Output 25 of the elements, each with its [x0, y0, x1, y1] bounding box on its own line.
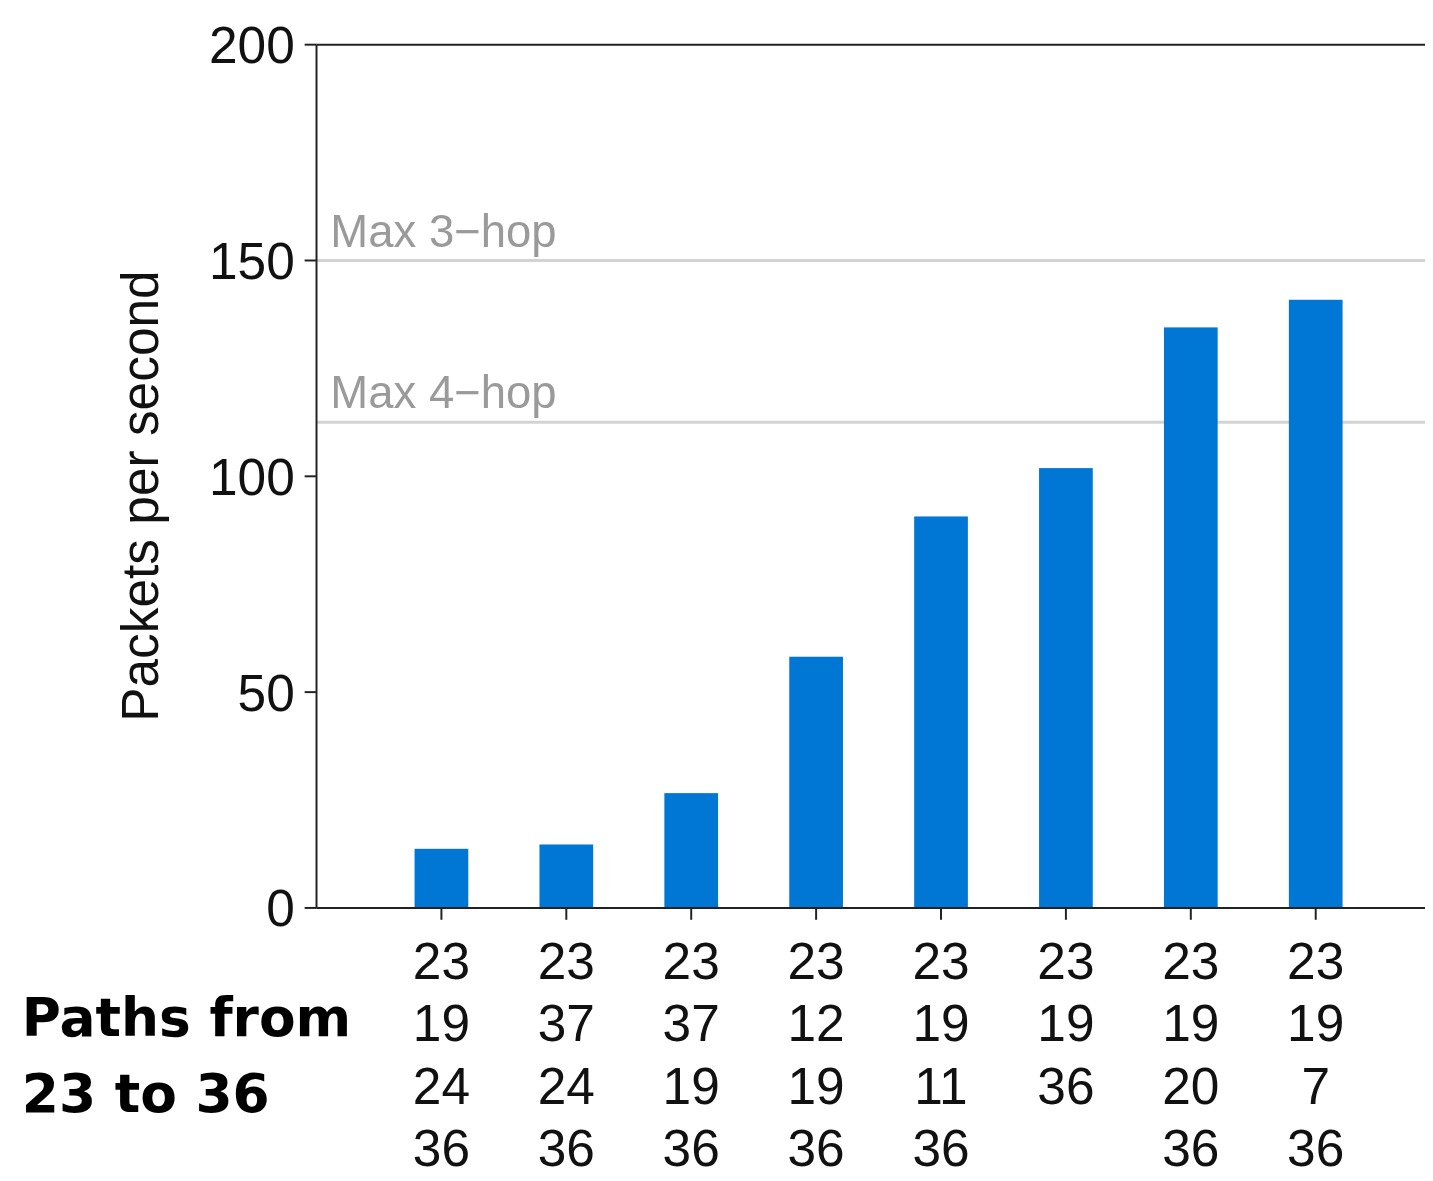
- x-axis-title: Paths from 23 to 36: [21, 986, 352, 1125]
- y-tick-label: 50: [237, 663, 295, 722]
- bar: [414, 848, 469, 908]
- x-tick-label: 23 37 24 36: [537, 932, 595, 1178]
- x-tick-label: 23 12 19 36: [787, 932, 845, 1178]
- ref-line-label: Max 4−hop: [330, 367, 557, 419]
- bar: [664, 793, 719, 908]
- x-tick-label: 23 37 19 36: [662, 932, 720, 1178]
- y-tick-label: 150: [208, 232, 295, 290]
- x-tick-label: 23 19 20 36: [1162, 932, 1220, 1178]
- x-tick-label: 23 19 7 36: [1287, 932, 1345, 1178]
- bar: [1039, 468, 1093, 908]
- bar: [539, 844, 594, 908]
- y-tick-label: 100: [208, 447, 295, 506]
- x-tick-label: 23 19 36: [1037, 932, 1095, 1115]
- bar: [1163, 327, 1218, 908]
- y-tick-label: 200: [208, 16, 295, 75]
- y-tick-label: 0: [266, 879, 295, 938]
- bar: [1288, 299, 1343, 908]
- ref-line-label: Max 3−hop: [330, 205, 557, 257]
- x-tick-label: 23 19 24 36: [412, 932, 471, 1178]
- y-axis-title: Packets per second: [111, 270, 170, 722]
- bar: [789, 656, 843, 908]
- bar: [914, 516, 968, 908]
- x-tick-label: 23 19 11 36: [912, 932, 970, 1178]
